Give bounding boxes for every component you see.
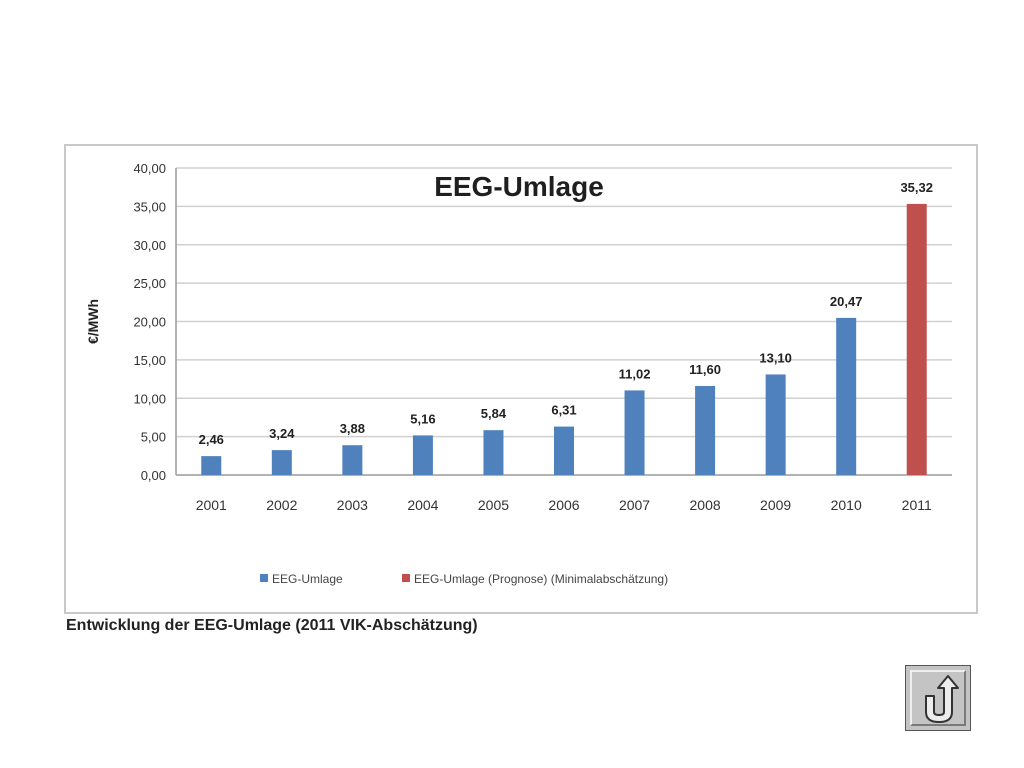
y-tick-label: 40,00	[133, 161, 166, 176]
u-turn-back-icon	[925, 675, 959, 723]
y-tick-label: 25,00	[133, 276, 166, 291]
data-label: 3,24	[269, 426, 295, 441]
x-tick-label: 2002	[266, 497, 297, 513]
eeg-umlage-chart: 0,00 5,00 10,00 15,00 20,00 25,00 30,00 35,00 40…	[85, 161, 952, 586]
y-tick-label: 35,00	[133, 199, 166, 214]
bar	[554, 426, 574, 475]
y-axis-label: €/MWh	[85, 299, 101, 344]
data-label: 11,60	[689, 362, 721, 377]
x-tick-label: 2004	[407, 497, 438, 513]
chart-caption: Entwicklung der EEG-Umlage (2011 VIK-Abs…	[66, 617, 478, 634]
bar	[836, 317, 857, 475]
data-label: 11,02	[619, 366, 651, 381]
y-tick-label: 10,00	[133, 391, 166, 406]
y-tick-label: 30,00	[133, 238, 166, 253]
bar	[624, 390, 645, 475]
chart-title: EEG-Umlage	[434, 171, 604, 202]
x-tick-label: 2009	[760, 497, 791, 513]
legend-swatch	[402, 574, 410, 582]
data-label: 2,46	[199, 432, 224, 447]
bar	[342, 445, 363, 475]
bar	[483, 430, 504, 475]
x-tick-label: 2001	[196, 497, 227, 513]
bar	[201, 456, 222, 475]
data-label: 5,84	[481, 406, 507, 421]
bar	[695, 385, 716, 475]
legend-swatch	[260, 574, 268, 582]
bar	[412, 435, 433, 475]
x-tick-label: 2010	[831, 497, 862, 513]
data-label: 20,47	[830, 294, 863, 309]
data-label: 35,32	[900, 180, 933, 195]
x-tick-label: 2008	[690, 497, 721, 513]
x-tick-label: 2005	[478, 497, 509, 513]
bar	[271, 450, 292, 475]
x-tick-label: 2006	[548, 497, 579, 513]
data-label: 13,10	[759, 350, 792, 365]
data-label: 3,88	[340, 421, 365, 436]
y-tick-label: 5,00	[141, 430, 166, 445]
back-button[interactable]	[905, 665, 971, 731]
y-tick-label: 15,00	[133, 353, 166, 368]
y-tick-label: 0,00	[141, 468, 166, 483]
legend-label: EEG-Umlage (Prognose) (Minimalabschätzun…	[414, 572, 668, 586]
back-button-bevel	[910, 670, 966, 726]
legend-label: EEG-Umlage	[272, 572, 343, 586]
data-label: 5,16	[410, 411, 435, 426]
bar	[765, 374, 786, 475]
data-label: 6,31	[551, 403, 576, 418]
chart-frame	[64, 144, 978, 614]
x-tick-label: 2007	[619, 497, 650, 513]
x-tick-label: 2011	[902, 497, 932, 513]
bar	[906, 203, 927, 475]
x-tick-label: 2003	[337, 497, 368, 513]
y-tick-label: 20,00	[133, 315, 166, 330]
